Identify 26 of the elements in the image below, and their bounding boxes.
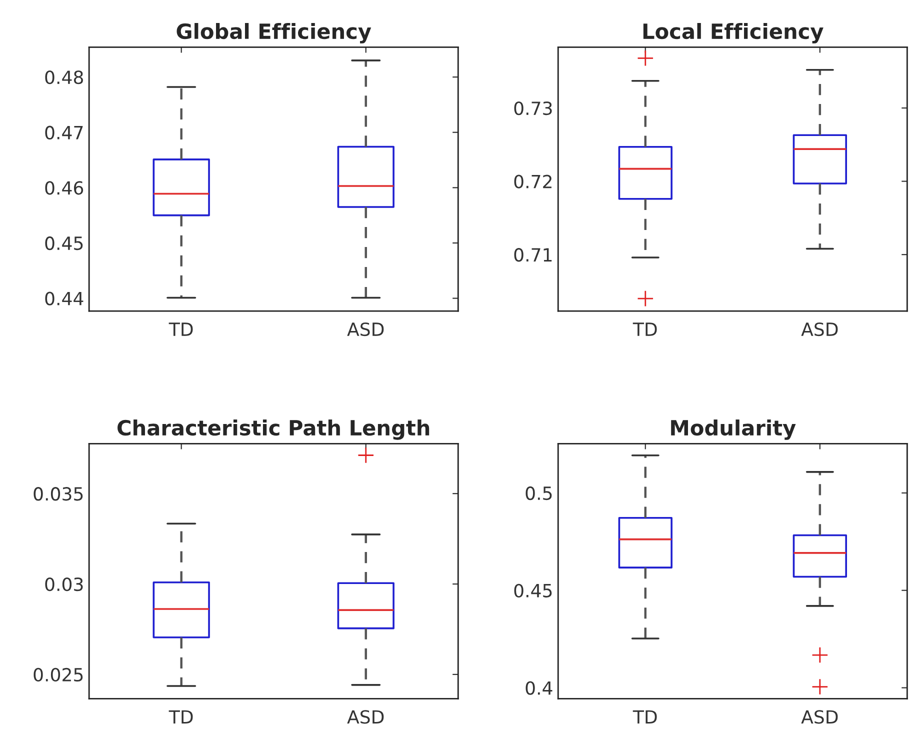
- y-tick-label: 0.46: [45, 181, 84, 195]
- x-tick-label: TD: [632, 322, 657, 336]
- chart-title: Global Efficiency: [176, 23, 372, 44]
- x-tick-label: ASD: [347, 322, 384, 336]
- y-tick-label: 0.44: [45, 292, 84, 306]
- y-tick-label: 0.72: [514, 174, 552, 188]
- y-tick-label: 0.45: [514, 584, 552, 598]
- y-tick-label: 0.73: [514, 101, 552, 116]
- x-tick-label: ASD: [347, 710, 384, 724]
- y-tick-label: 0.45: [45, 236, 83, 250]
- chart-title: Local Efficiency: [643, 23, 824, 44]
- x-tick-label: ASD: [801, 322, 838, 336]
- y-tick-label: 0.4: [526, 681, 552, 695]
- y-tick-label: 0.5: [526, 486, 552, 500]
- chart-title: Characteristic Path Length: [118, 420, 430, 440]
- x-tick-label: ASD: [801, 710, 838, 724]
- x-tick-label: TD: [632, 710, 657, 724]
- y-tick-label: 0.03: [45, 577, 83, 592]
- y-tick-label: 0.71: [514, 248, 552, 262]
- y-tick-label: 0.025: [34, 668, 83, 682]
- x-tick-label: TD: [168, 322, 193, 336]
- y-tick-label: 0.47: [45, 126, 83, 140]
- x-tick-label: TD: [168, 710, 193, 724]
- y-tick-label: 0.035: [34, 487, 83, 501]
- y-tick-label: 0.48: [45, 70, 83, 84]
- chart-title: Modularity: [671, 420, 796, 440]
